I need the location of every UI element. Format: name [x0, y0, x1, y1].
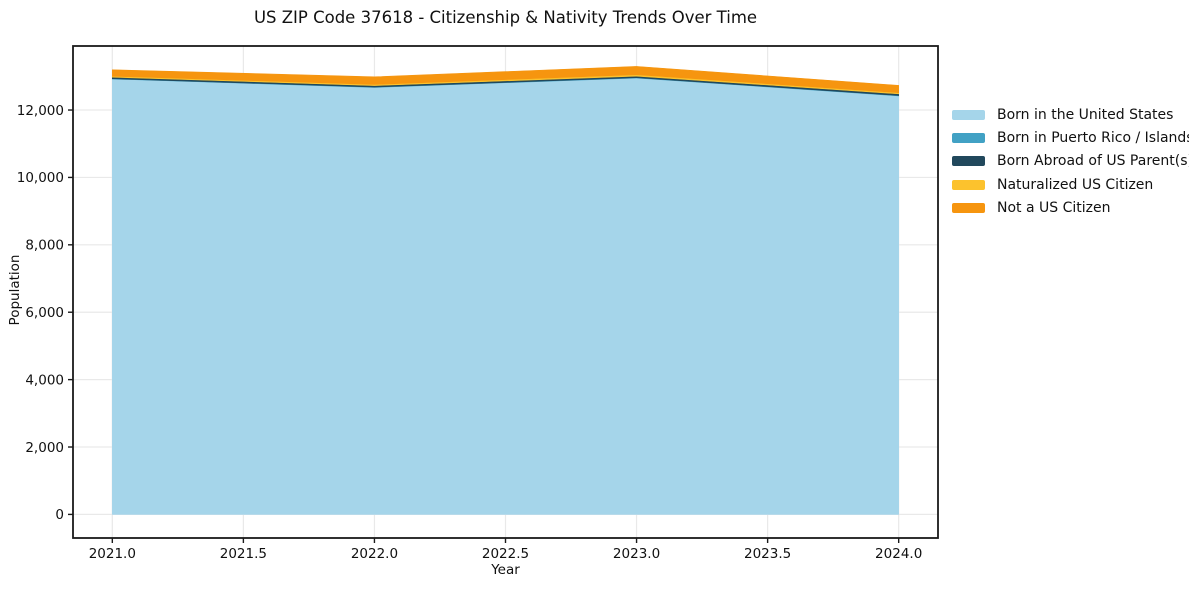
legend-swatch-born-abroad [952, 156, 985, 167]
legend-label-born-us: Born in the United States [997, 106, 1174, 123]
y-tick-label: 10,000 [17, 170, 64, 186]
legend-item-not-citizen: Not a US Citizen [952, 196, 1189, 219]
area-series-4 [112, 66, 899, 93]
legend-swatch-born-pr-islands [952, 132, 985, 143]
x-tick-label: 2023.0 [613, 546, 660, 562]
legend-label-born-pr-islands: Born in Puerto Rico / Islands [997, 129, 1189, 146]
chart-title: US ZIP Code 37618 - Citizenship & Nativi… [253, 8, 758, 27]
y-tick-label: 2,000 [25, 440, 64, 456]
legend-label-not-citizen: Not a US Citizen [997, 199, 1111, 216]
y-tick-label: 8,000 [25, 238, 64, 254]
legend-item-born-us: Born in the United States [952, 103, 1189, 126]
legend-item-born-pr-islands: Born in Puerto Rico / Islands [952, 126, 1189, 149]
legend-swatch-born-us [952, 109, 985, 120]
legend-label-born-abroad: Born Abroad of US Parent(s) [997, 153, 1189, 170]
y-tick-label: 4,000 [25, 372, 64, 388]
y-tick-label: 0 [55, 507, 64, 523]
area-series-0 [112, 77, 899, 515]
x-tick-label: 2021.0 [89, 546, 136, 562]
legend-swatch-not-citizen [952, 202, 985, 213]
y-tick-label: 6,000 [25, 305, 64, 321]
x-tick-label: 2023.5 [744, 546, 791, 562]
y-tick-label: 12,000 [17, 103, 64, 119]
legend-label-naturalized: Naturalized US Citizen [997, 176, 1154, 193]
x-axis-label: Year [491, 562, 520, 578]
x-tick-label: 2021.5 [220, 546, 267, 562]
legend: Born in the United States Born in Puerto… [952, 103, 1189, 219]
x-tick-label: 2022.0 [351, 546, 398, 562]
legend-swatch-naturalized [952, 179, 985, 190]
x-tick-label: 2022.5 [482, 546, 529, 562]
legend-item-naturalized: Naturalized US Citizen [952, 173, 1189, 196]
legend-item-born-abroad: Born Abroad of US Parent(s) [952, 150, 1189, 173]
y-axis-label: Population [7, 254, 23, 326]
x-tick-label: 2024.0 [875, 546, 922, 562]
